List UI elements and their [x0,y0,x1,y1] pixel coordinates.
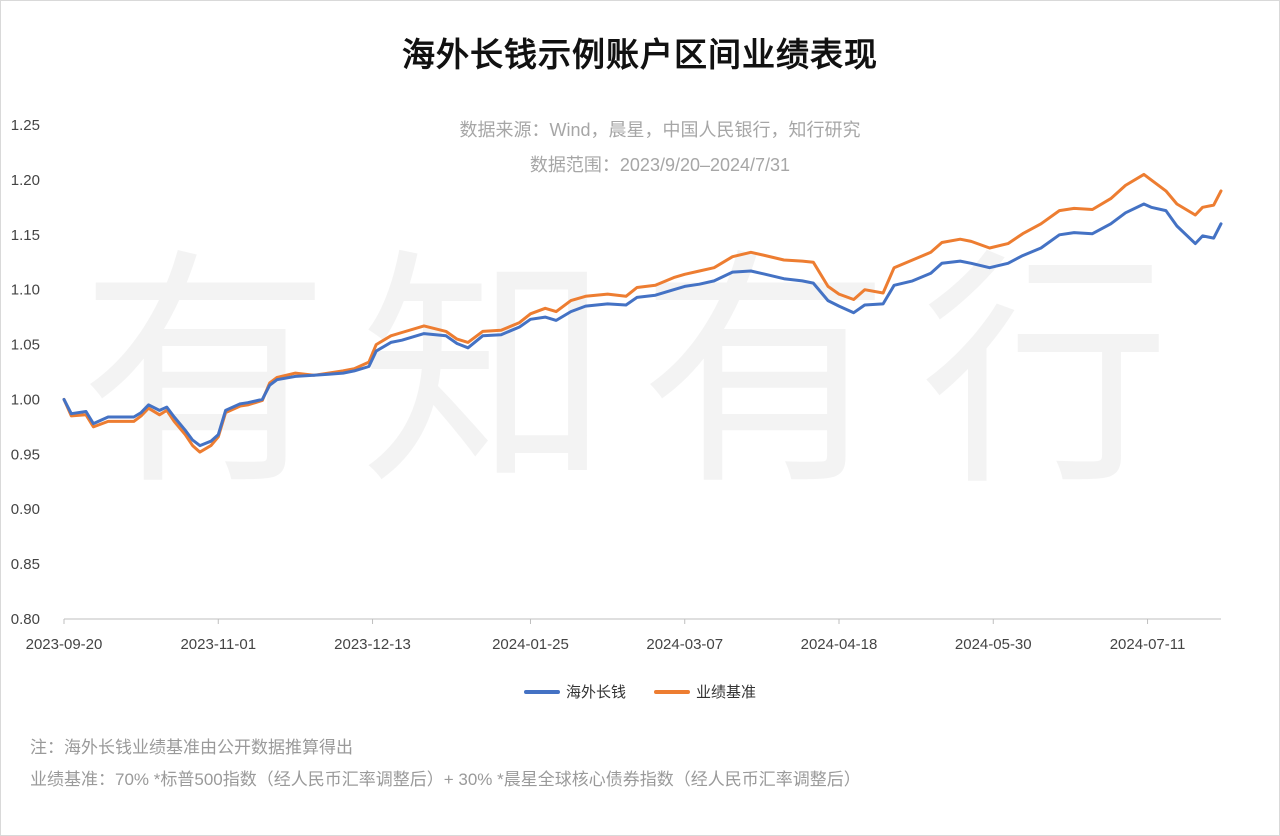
legend-swatch-series2 [654,689,690,694]
legend-item-series2: 业绩基准 [654,681,756,702]
footnote-source: 注：海外长钱业绩基准由公开数据推算得出 [30,738,353,757]
x-tick-label: 2023-09-20 [26,636,103,653]
x-tick-label: 2024-01-25 [492,636,569,653]
x-tick-label: 2024-04-18 [801,636,878,653]
chart-title: 海外长钱示例账户区间业绩表现 [402,36,878,73]
y-tick-label: 0.95 [11,446,40,463]
y-tick-label: 1.20 [11,172,40,189]
series-line-1 [62,202,1223,448]
watermark: 有知有行 [0,170,1280,532]
series-line-2 [62,172,1223,454]
x-tick-label: 2024-07-11 [1110,636,1186,653]
legend-label-series1: 海外长钱 [565,684,626,701]
y-tick-label: 1.15 [11,227,40,244]
y-tick-label: 1.10 [11,282,40,299]
x-tick-label: 2024-03-07 [646,636,723,653]
legend-label-series2: 业绩基准 [696,684,757,701]
footnote-benchmark: 业绩基准：70% *标普500指数（经人民币汇率调整后）+ 30% *晨星全球核… [30,770,861,789]
legend-swatch-series1 [523,689,560,694]
x-tick-label: 2023-12-13 [334,636,411,653]
y-tick-label: 0.80 [11,611,40,628]
y-tick-label: 1.00 [11,391,40,408]
y-tick-label: 1.25 [11,117,40,134]
x-tick-label: 2024-05-30 [955,636,1032,653]
chart-subtitle-range: 数据范围：2023/9/20–2024/7/31 [529,155,791,175]
legend: 海外长钱 业绩基准 [0,681,1280,702]
legend-item-series1: 海外长钱 [523,681,626,702]
y-tick-label: 1.05 [11,337,40,354]
x-tick-label: 2023-11-01 [180,636,256,653]
y-tick-label: 0.90 [11,501,40,518]
y-tick-label: 0.85 [11,556,40,573]
chart-subtitle-source: 数据来源：Wind，晨星，中国人民银行，知行研究 [459,120,861,140]
